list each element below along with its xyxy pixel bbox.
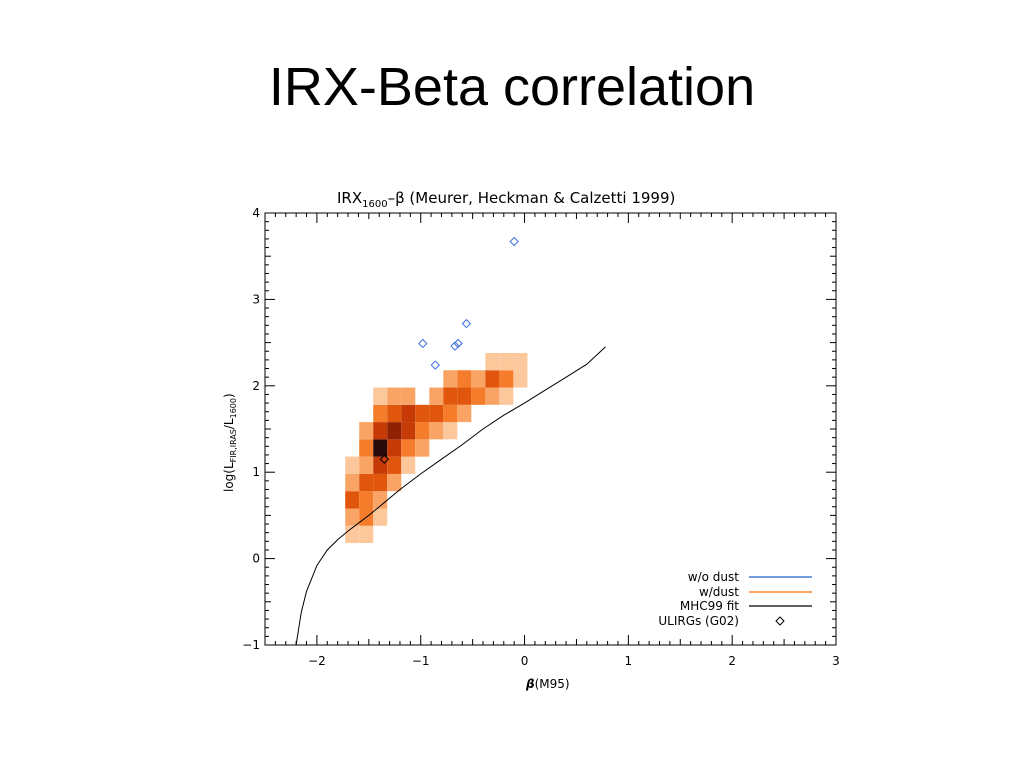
legend-label: w/o dust [688,570,739,584]
heatmap-cell [359,525,374,544]
heatmap-cell [429,387,444,405]
ulirg-point [418,338,428,349]
heatmap-cell [387,387,402,405]
y-tick-label: 4 [252,206,260,220]
heatmap-cell [415,404,430,423]
heatmap-cell [373,491,388,509]
x-axis-label-rest: (M95) [535,677,570,691]
heatmap-cell [387,404,402,423]
heatmap-cell [401,439,416,457]
heatmap-cell [485,387,500,405]
heatmap-cell [401,387,416,405]
x-tick-label: −1 [412,654,430,668]
ulirg-point [461,318,472,329]
y-tick-label: 3 [252,292,260,306]
legend-label: w/dust [699,585,739,599]
heatmap-cell [359,422,374,440]
heatmap-cell [345,508,360,526]
heatmap-cell [387,439,402,457]
y-tick-label: 0 [252,552,260,566]
ulirg-point [450,341,460,351]
y-axis-label-sub: FIR,IRAS [229,429,238,462]
x-tick-label: 1 [625,654,633,668]
ulirg-point [430,360,440,370]
heatmap-cell [373,404,388,423]
legend-label: MHC99 fit [680,599,739,613]
y-tick-label: −1 [242,638,260,652]
chart-title-main: IRX [337,189,362,207]
heatmap-layer [345,352,528,544]
heatmap-cell [373,439,388,457]
heatmap-cell [359,491,374,509]
heatmap-cell [373,422,388,440]
y-axis-label-pre: log(L [222,462,236,492]
x-tick-label: 3 [832,654,840,668]
y-axis-label-post: ) [222,393,236,398]
heatmap-cell [401,456,416,474]
heatmap-cell [345,473,360,492]
ulirg-point [509,236,519,247]
ulirg-point [379,454,390,464]
heatmap-cell [499,387,514,405]
heatmap-cell [471,370,486,388]
heatmap-cell [387,422,402,440]
heatmap-cell [387,473,402,492]
heatmap-cell [513,370,528,388]
slide-title: IRX-Beta correlation [268,57,756,117]
plot-frame [264,212,837,646]
heatmap-cell [457,404,472,423]
curve-layer [295,346,606,646]
heatmap-cell [499,352,514,371]
x-axis-label-symbol: β [525,677,535,691]
mhc99-fit-line [295,346,606,646]
heatmap-cell [429,404,444,423]
heatmap-cell [443,404,458,423]
y-axis-label-sub2: 1600 [229,398,238,418]
heatmap-cell [415,422,430,440]
heatmap-cell [485,352,500,371]
heatmap-cell [359,473,374,492]
heatmap-cell [415,439,430,457]
heatmap-cell [485,370,500,388]
chart-title-rest: –β (Meurer, Heckman & Calzetti 1999) [388,189,676,207]
heatmap-cell [345,456,360,474]
y-tick-label: 2 [252,379,260,393]
heatmap-cell [401,422,416,440]
points-layer [379,236,519,464]
heatmap-cell [443,422,458,440]
heatmap-cell [401,404,416,423]
heatmap-cell [373,473,388,492]
x-tick-label: 2 [728,654,736,668]
chart-title-subscript: 1600 [362,199,387,210]
heatmap-cell [359,456,374,474]
heatmap-cell [457,370,472,388]
x-axis-label: β(M95) [525,677,570,691]
y-axis-label-mid: /L [222,418,236,429]
heatmap-cell [359,439,374,457]
heatmap-cell [345,491,360,509]
heatmap-cell [373,456,388,474]
chart-title: IRX1600–β (Meurer, Heckman & Calzetti 19… [337,189,675,210]
heatmap-cell [373,387,388,405]
x-tick-label: 0 [521,654,529,668]
heatmap-cell [387,456,402,474]
x-tick-label: −2 [308,654,326,668]
heatmap-cell [443,387,458,405]
y-axis-label: log(LFIR,IRAS/L1600) [222,393,238,492]
heatmap-cell [471,387,486,405]
heatmap-cell [513,352,528,371]
y-tick-label: 1 [252,465,260,479]
legend-label: ULIRGs (G02) [658,614,739,628]
axes-layer: −2 −1 0 1 2 3 −1 0 1 2 3 4 [242,206,840,668]
legend-marker [775,616,785,626]
heatmap-cell [443,370,458,388]
heatmap-cell [499,370,514,388]
heatmap-cell [457,387,472,405]
heatmap-cell [429,422,444,440]
heatmap-cell [373,508,388,526]
